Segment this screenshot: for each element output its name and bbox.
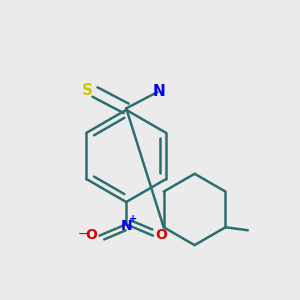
Text: O: O — [85, 228, 97, 242]
Text: S: S — [82, 83, 93, 98]
Text: O: O — [155, 228, 167, 242]
Text: −: − — [78, 228, 88, 241]
Text: +: + — [129, 214, 137, 224]
Text: N: N — [121, 219, 133, 233]
Text: N: N — [152, 84, 165, 99]
